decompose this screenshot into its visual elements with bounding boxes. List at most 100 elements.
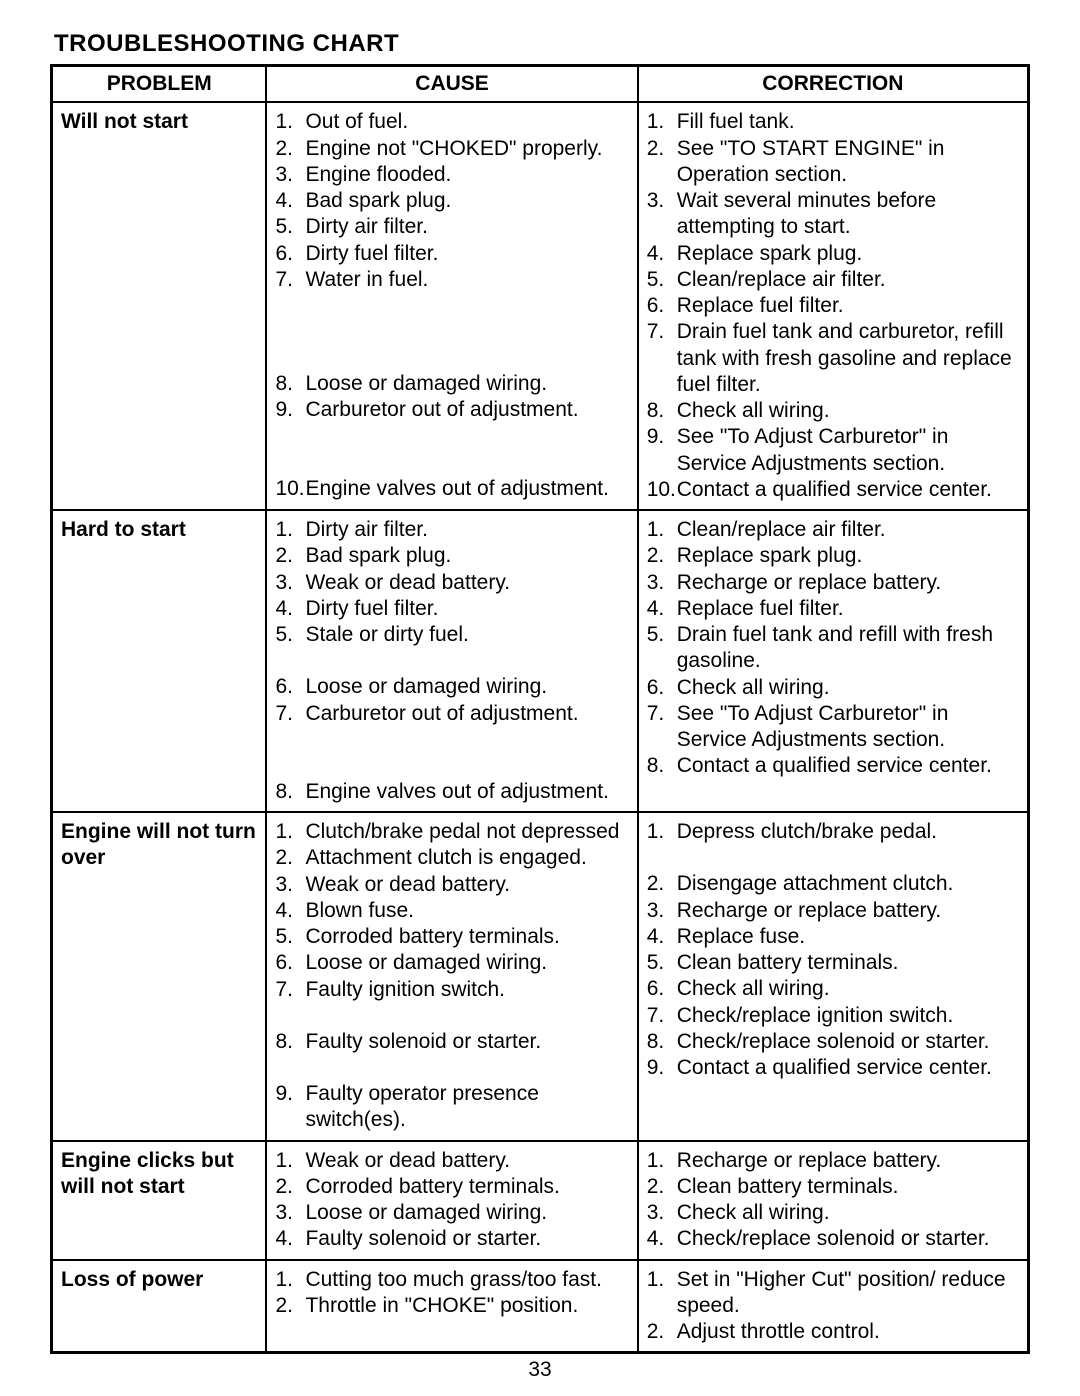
list-item: 2.See "TO START ENGINE" in Operation sec… xyxy=(647,136,1019,189)
item-number: 8. xyxy=(275,779,305,805)
problem-cell: Will not start xyxy=(52,102,267,510)
item-number: 3. xyxy=(647,188,677,214)
table-row: Engine clicks but will not start1.Weak o… xyxy=(52,1141,1029,1260)
item-number: 1. xyxy=(275,1148,305,1174)
list-item: 5.Drain fuel tank and refill with fresh … xyxy=(647,622,1019,675)
list-item: 9.Faulty operator presence switch(es). xyxy=(275,1081,628,1134)
correction-cell: 1.Recharge or replace battery.2.Clean ba… xyxy=(638,1141,1029,1260)
list-item: 8.Loose or damaged wiring. xyxy=(275,371,628,397)
list-item: 6.Dirty fuel filter. xyxy=(275,241,628,267)
item-number: 5. xyxy=(647,622,677,648)
list-item: 4.Replace spark plug. xyxy=(647,241,1019,267)
list-item: 6.Replace fuel filter. xyxy=(647,293,1019,319)
table-row: Loss of power1.Cutting too much grass/to… xyxy=(52,1260,1029,1353)
list-item: 1.Recharge or replace battery. xyxy=(647,1148,1019,1174)
item-text: Contact a qualified service center. xyxy=(677,477,1019,503)
list-item: 10.Contact a qualified service center. xyxy=(647,477,1019,503)
list-item: 1.Fill fuel tank. xyxy=(647,109,1019,135)
item-text: See "TO START ENGINE" in Operation secti… xyxy=(677,136,1019,189)
cause-cell: 1.Out of fuel.2.Engine not "CHOKED" prop… xyxy=(266,102,637,510)
problem-cell: Engine will not turn over xyxy=(52,812,267,1141)
item-number: 4. xyxy=(647,596,677,622)
item-number: 7. xyxy=(275,977,305,1003)
item-number: 6. xyxy=(647,675,677,701)
list-item: 2.Attachment clutch is engaged. xyxy=(275,845,628,871)
table-row: Hard to start1.Dirty air filter.2.Bad sp… xyxy=(52,510,1029,812)
list-item: 5.Corroded battery terminals. xyxy=(275,924,628,950)
item-number: 7. xyxy=(647,319,677,345)
problem-cell: Engine clicks but will not start xyxy=(52,1141,267,1260)
item-number: 3. xyxy=(647,898,677,924)
item-number: 2. xyxy=(647,1174,677,1200)
item-number: 1. xyxy=(647,1267,677,1293)
item-text: Throttle in "CHOKE" position. xyxy=(305,1293,628,1319)
correction-cell: 1.Depress clutch/brake pedal.2.Disengage… xyxy=(638,812,1029,1141)
list-item: 2.Adjust throttle control. xyxy=(647,1319,1019,1345)
item-text: Check/replace solenoid or starter. xyxy=(677,1226,1019,1252)
table-row: Will not start1.Out of fuel.2.Engine not… xyxy=(52,102,1029,510)
item-number: 4. xyxy=(647,924,677,950)
header-cause: CAUSE xyxy=(266,66,637,103)
list-item: 2.Clean battery terminals. xyxy=(647,1174,1019,1200)
item-text: Drain fuel tank and carburetor, refill t… xyxy=(677,319,1019,398)
list-item: 2.Throttle in "CHOKE" position. xyxy=(275,1293,628,1319)
item-text: Loose or damaged wiring. xyxy=(305,674,628,700)
list-item: 6.Check all wiring. xyxy=(647,675,1019,701)
list-item: 8.Engine valves out of adjustment. xyxy=(275,779,628,805)
table-header-row: PROBLEM CAUSE CORRECTION xyxy=(52,66,1029,103)
list-item: 2.Bad spark plug. xyxy=(275,543,628,569)
item-number: 1. xyxy=(647,1148,677,1174)
item-text: Weak or dead battery. xyxy=(305,872,628,898)
item-text: Engine not "CHOKED" properly. xyxy=(305,136,628,162)
item-text: Engine flooded. xyxy=(305,162,628,188)
list-item: 1.Out of fuel. xyxy=(275,109,628,135)
list-item: 7.Carburetor out of adjustment. xyxy=(275,701,628,727)
item-number: 4. xyxy=(647,1226,677,1252)
item-text: Carburetor out of adjustment. xyxy=(305,701,628,727)
item-text: Fill fuel tank. xyxy=(677,109,1019,135)
chart-title: TROUBLESHOOTING CHART xyxy=(54,30,1030,58)
item-number: 2. xyxy=(647,543,677,569)
item-text: Clutch/brake pedal not depressed xyxy=(305,819,628,845)
item-text: Check/replace solenoid or starter. xyxy=(677,1029,1019,1055)
item-text: Faulty solenoid or starter. xyxy=(305,1029,628,1055)
list-item: 7.Check/replace ignition switch. xyxy=(647,1003,1019,1029)
item-text: Corroded battery terminals. xyxy=(305,1174,628,1200)
item-text: Engine valves out of adjustment. xyxy=(305,476,628,502)
item-number: 2. xyxy=(647,871,677,897)
list-item: 4.Blown fuse. xyxy=(275,898,628,924)
item-text: Cutting too much grass/too fast. xyxy=(305,1267,628,1293)
header-correction: CORRECTION xyxy=(638,66,1029,103)
item-text: Faulty ignition switch. xyxy=(305,977,628,1003)
item-text: Set in "Higher Cut" position/ reduce spe… xyxy=(677,1267,1019,1320)
item-text: Out of fuel. xyxy=(305,109,628,135)
list-item: 2.Disengage attachment clutch. xyxy=(647,871,1019,897)
item-text: Blown fuse. xyxy=(305,898,628,924)
list-item: 5.Dirty air filter. xyxy=(275,214,628,240)
item-text: Water in fuel. xyxy=(305,267,628,293)
list-item: 9.See "To Adjust Carburetor" in Service … xyxy=(647,424,1019,477)
item-text: Replace spark plug. xyxy=(677,241,1019,267)
item-number: 5. xyxy=(647,267,677,293)
item-number: 7. xyxy=(647,701,677,727)
item-number: 6. xyxy=(275,241,305,267)
list-item: 5.Clean/replace air filter. xyxy=(647,267,1019,293)
list-item: 4.Replace fuse. xyxy=(647,924,1019,950)
item-number: 2. xyxy=(275,543,305,569)
item-number: 2. xyxy=(647,1319,677,1345)
list-item: 9.Carburetor out of adjustment. xyxy=(275,397,628,423)
list-item: 3.Weak or dead battery. xyxy=(275,872,628,898)
item-text: Disengage attachment clutch. xyxy=(677,871,1019,897)
list-item: 8.Check all wiring. xyxy=(647,398,1019,424)
item-text: Depress clutch/brake pedal. xyxy=(677,819,1019,845)
item-number: 10. xyxy=(275,476,305,502)
list-item: 3.Recharge or replace battery. xyxy=(647,570,1019,596)
list-item: 3.Recharge or replace battery. xyxy=(647,898,1019,924)
item-text: Carburetor out of adjustment. xyxy=(305,397,628,423)
list-item: 7.Water in fuel. xyxy=(275,267,628,293)
item-number: 1. xyxy=(647,109,677,135)
item-text: Dirty fuel filter. xyxy=(305,241,628,267)
list-item: 4.Bad spark plug. xyxy=(275,188,628,214)
item-number: 2. xyxy=(275,1293,305,1319)
troubleshooting-table: PROBLEM CAUSE CORRECTION Will not start1… xyxy=(50,64,1030,1354)
